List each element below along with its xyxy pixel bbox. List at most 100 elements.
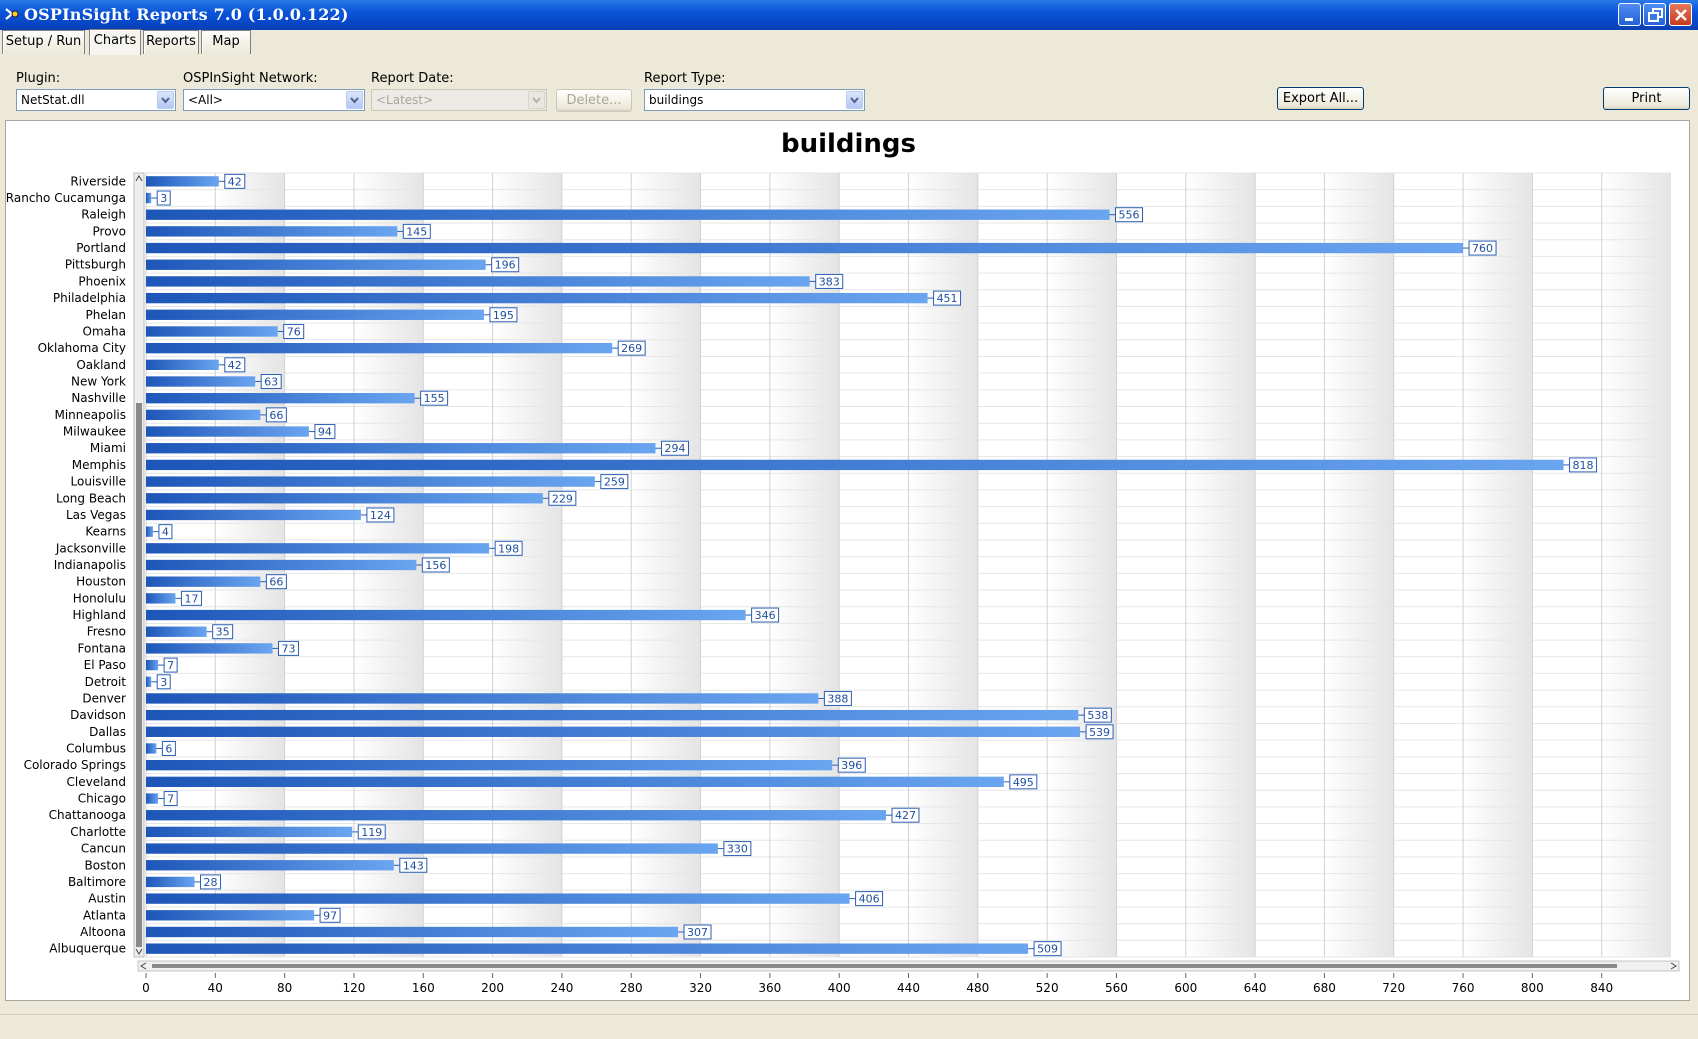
data-label-box	[855, 891, 884, 907]
data-label-box	[212, 624, 234, 640]
data-label: 556	[1119, 209, 1140, 222]
network-select[interactable]: <All>	[183, 89, 365, 111]
data-label: 42	[228, 175, 242, 188]
data-label: 4	[162, 526, 169, 539]
restore-button[interactable]	[1643, 3, 1666, 26]
data-label: 195	[493, 309, 514, 322]
data-label-box	[156, 190, 171, 206]
category-label: Albuquerque	[49, 942, 126, 956]
delete-button[interactable]: Delete...	[556, 89, 632, 112]
data-label-box	[260, 374, 282, 390]
bar	[146, 626, 207, 637]
data-label: 427	[895, 809, 916, 822]
scroll-down-icon[interactable]	[135, 948, 143, 955]
data-label-box	[491, 257, 520, 273]
report-date-select[interactable]: <Latest>	[371, 89, 547, 111]
scroll-right-icon[interactable]	[1670, 962, 1677, 970]
bar	[146, 759, 833, 771]
data-label-box	[1009, 774, 1038, 790]
x-tick-label: 840	[1590, 981, 1613, 995]
data-label-box	[224, 173, 246, 189]
plot-band	[769, 173, 840, 957]
data-label-box	[366, 507, 395, 523]
tab-reports[interactable]: Reports	[143, 30, 199, 54]
category-label: Austin	[88, 892, 126, 906]
tab-setup-run[interactable]: Setup / Run	[2, 30, 85, 54]
bar	[146, 776, 1004, 788]
data-label: 229	[552, 492, 573, 505]
plugin-select[interactable]: NetStat.dll	[16, 89, 176, 111]
data-label-box	[278, 640, 300, 656]
bar	[146, 910, 315, 921]
scroll-left-icon[interactable]	[140, 962, 147, 970]
data-label-box	[161, 740, 176, 756]
report-type-select[interactable]: buildings	[644, 89, 865, 111]
report-date-label: Report Date:	[371, 71, 454, 86]
data-label-box	[265, 407, 287, 423]
data-label: 143	[403, 859, 424, 872]
plot-band	[631, 173, 701, 957]
data-label: 17	[184, 592, 198, 605]
chevron-down-icon[interactable]	[346, 91, 363, 109]
vertical-scrollbar-thumb[interactable]	[136, 403, 142, 947]
category-label: Kearns	[85, 525, 126, 539]
data-label-box	[1083, 707, 1112, 723]
category-label: Chattanooga	[49, 808, 126, 822]
bar	[146, 459, 1564, 471]
chevron-down-icon[interactable]	[528, 91, 545, 109]
x-tick-label: 0	[142, 981, 150, 995]
print-button[interactable]: Print	[1603, 87, 1690, 110]
data-label-box	[224, 357, 246, 373]
bar	[146, 826, 353, 838]
bar	[146, 576, 261, 587]
chevron-down-icon[interactable]	[846, 91, 863, 109]
category-label: Las Vegas	[66, 508, 126, 522]
bar-chart: Riverside 42 Rancho Cucamunga 3 Raleigh 556 Pr…	[6, 172, 1680, 995]
close-button[interactable]	[1669, 3, 1692, 26]
scroll-up-icon[interactable]	[135, 175, 143, 182]
category-label: Fresno	[87, 625, 126, 639]
data-label: 383	[819, 275, 840, 288]
data-label: 94	[318, 426, 332, 439]
x-tick-label: 760	[1452, 981, 1475, 995]
tab-charts[interactable]: Charts	[89, 29, 141, 55]
bar	[146, 292, 928, 304]
category-label: Jacksonville	[55, 541, 126, 555]
data-label-box	[1085, 724, 1114, 740]
data-label: 124	[370, 509, 391, 522]
app-icon	[5, 8, 19, 20]
category-label: Nashville	[71, 391, 126, 405]
restore-icon	[1648, 8, 1663, 22]
export-all-button[interactable]: Export All...	[1277, 87, 1364, 110]
bar	[146, 393, 415, 404]
data-label: 6	[165, 742, 172, 755]
data-label: 196	[495, 259, 516, 272]
category-label: Colorado Springs	[24, 758, 126, 772]
data-label: 388	[827, 692, 848, 705]
bar	[146, 793, 159, 804]
data-label: 269	[621, 342, 642, 355]
data-label-box	[163, 791, 178, 807]
bar	[146, 926, 679, 938]
data-label-box	[600, 474, 629, 490]
title-bar[interactable]: OSPInSight Reports 7.0 (1.0.0.122)	[0, 0, 1698, 30]
horizontal-scrollbar-thumb[interactable]	[152, 964, 1617, 968]
minimize-button[interactable]	[1618, 3, 1641, 26]
data-label: 119	[361, 826, 382, 839]
category-label: Atlanta	[83, 908, 126, 922]
category-label: Chicago	[78, 792, 126, 806]
data-label: 509	[1037, 943, 1058, 956]
category-label: Pittsburgh	[65, 258, 126, 272]
bar	[146, 893, 850, 904]
bar	[146, 810, 886, 821]
bar	[146, 559, 417, 571]
x-tick-label: 120	[343, 981, 366, 995]
chevron-down-icon[interactable]	[157, 91, 174, 109]
data-label-box	[158, 524, 173, 540]
x-tick-label: 440	[897, 981, 920, 995]
tab-map[interactable]: Map	[201, 30, 251, 54]
category-label: Rancho Cucamunga	[6, 191, 126, 205]
bar	[146, 476, 595, 487]
data-label: 538	[1087, 709, 1108, 722]
data-label: 818	[1573, 459, 1594, 472]
